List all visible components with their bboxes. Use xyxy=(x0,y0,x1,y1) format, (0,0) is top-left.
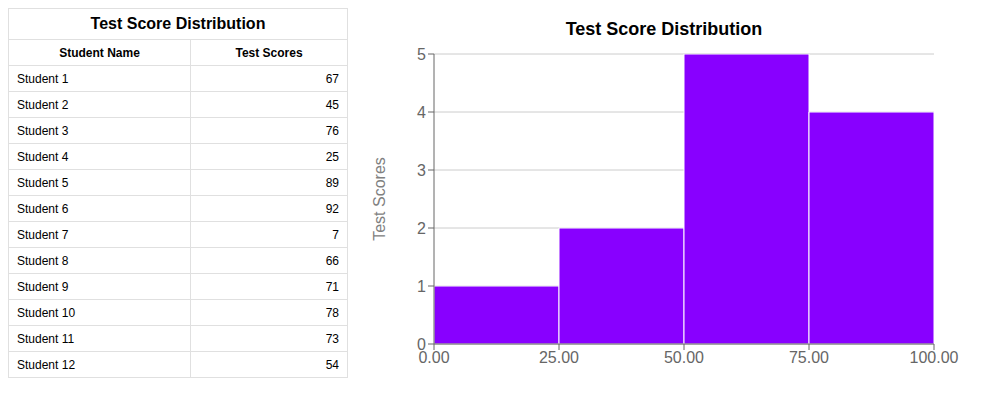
svg-text:0: 0 xyxy=(417,336,426,353)
html-text:Student 8: Student 8 xyxy=(17,253,69,268)
html-text:66: 66 xyxy=(325,253,339,268)
html-text:Student 2: Student 2 xyxy=(17,97,69,112)
svg-text:4: 4 xyxy=(417,104,426,121)
html-text:Test Score Distribution: Test Score Distribution xyxy=(90,15,266,32)
html-text:Test Scores: Test Scores xyxy=(235,45,303,60)
html-text:92: 92 xyxy=(325,201,339,216)
svg-text:5: 5 xyxy=(417,46,426,63)
svg-text:50.00: 50.00 xyxy=(664,349,704,366)
html-text:7: 7 xyxy=(332,227,339,242)
html-text:Student 7: Student 7 xyxy=(17,227,69,242)
html-text:Student 12: Student 12 xyxy=(17,357,76,372)
html-text:Student 3: Student 3 xyxy=(17,123,69,138)
svg-text:2: 2 xyxy=(417,220,426,237)
html-text:71: 71 xyxy=(325,279,339,294)
svg-text:Test Scores: Test Scores xyxy=(371,157,388,241)
svg-text:3: 3 xyxy=(417,162,426,179)
html-text:Student 1: Student 1 xyxy=(17,71,69,86)
html-text:78: 78 xyxy=(325,305,339,320)
html-text:Student 6: Student 6 xyxy=(17,201,69,216)
html-text:89: 89 xyxy=(325,175,339,190)
html-text:54: 54 xyxy=(325,357,339,372)
svg-text:100.00: 100.00 xyxy=(910,349,959,366)
html-text:Student 5: Student 5 xyxy=(17,175,69,190)
html-text:67: 67 xyxy=(325,71,339,86)
html-text:25: 25 xyxy=(325,149,339,164)
html-text:Student 11: Student 11 xyxy=(17,331,75,346)
html-text:45: 45 xyxy=(325,97,339,112)
html-text:Test Score Distribution: Test Score Distribution xyxy=(565,19,763,39)
svg-text:75.00: 75.00 xyxy=(789,349,829,366)
svg-text:0.00: 0.00 xyxy=(418,349,450,367)
html-text:73: 73 xyxy=(325,331,339,346)
html-text:Student Name: Student Name xyxy=(59,45,140,60)
html-text:Student 10: Student 10 xyxy=(17,305,76,320)
html-text:76: 76 xyxy=(325,123,339,138)
html-text:Student 9: Student 9 xyxy=(17,279,69,294)
html-text:Student 4: Student 4 xyxy=(17,149,69,164)
svg-text:1: 1 xyxy=(417,278,426,295)
svg-text:25.00: 25.00 xyxy=(539,349,579,366)
